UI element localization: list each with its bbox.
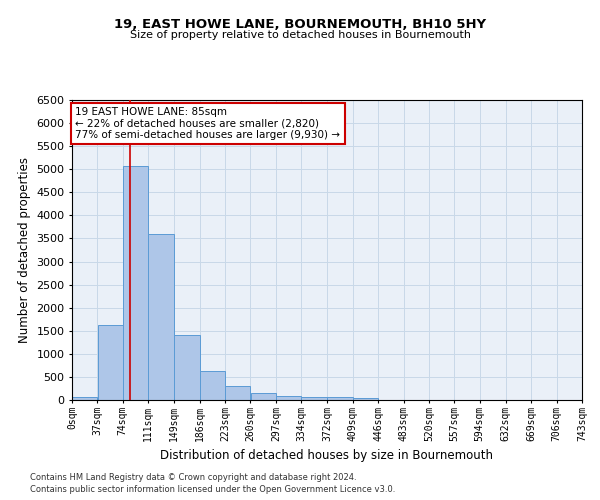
Bar — [251, 393, 276, 400]
Text: 19 EAST HOWE LANE: 85sqm
← 22% of detached houses are smaller (2,820)
77% of sem: 19 EAST HOWE LANE: 85sqm ← 22% of detach… — [76, 107, 340, 140]
Bar — [97, 325, 122, 400]
Bar — [225, 386, 250, 400]
Text: Size of property relative to detached houses in Bournemouth: Size of property relative to detached ho… — [130, 30, 470, 40]
Y-axis label: Number of detached properties: Number of detached properties — [17, 157, 31, 343]
Text: Contains HM Land Registry data © Crown copyright and database right 2024.: Contains HM Land Registry data © Crown c… — [30, 472, 356, 482]
X-axis label: Distribution of detached houses by size in Bournemouth: Distribution of detached houses by size … — [161, 449, 493, 462]
Bar — [301, 398, 327, 400]
Bar — [328, 397, 353, 400]
Bar — [175, 336, 200, 400]
Text: 19, EAST HOWE LANE, BOURNEMOUTH, BH10 5HY: 19, EAST HOWE LANE, BOURNEMOUTH, BH10 5H… — [114, 18, 486, 30]
Bar — [148, 234, 174, 400]
Bar — [200, 372, 225, 400]
Text: Contains public sector information licensed under the Open Government Licence v3: Contains public sector information licen… — [30, 485, 395, 494]
Bar — [353, 398, 378, 400]
Bar — [123, 166, 148, 400]
Bar — [72, 396, 97, 400]
Bar — [276, 396, 301, 400]
